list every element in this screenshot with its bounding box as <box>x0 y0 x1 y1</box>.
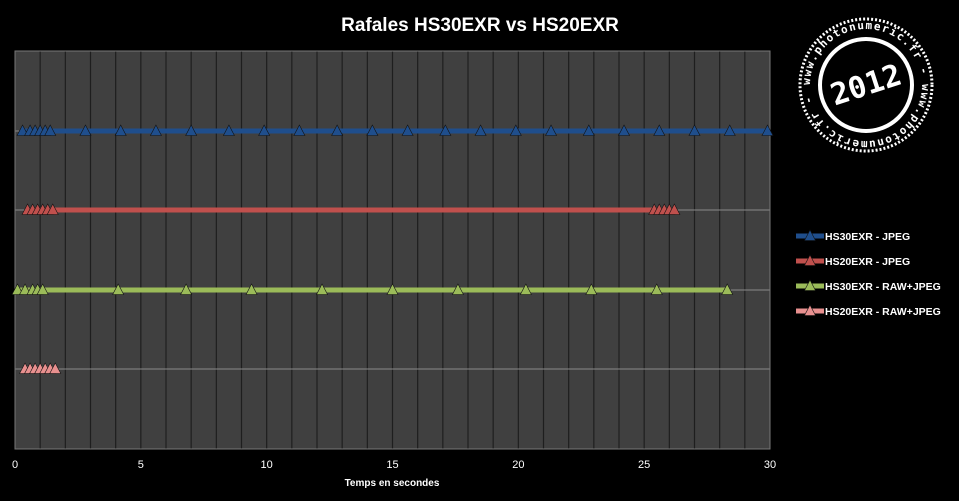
legend-marker <box>804 279 816 291</box>
legend-label: HS20EXR - JPEG <box>825 256 910 268</box>
data-point-marker <box>451 283 464 295</box>
data-point-marker <box>509 124 522 136</box>
data-point-marker <box>331 124 344 136</box>
legend-label: HS30EXR - JPEG <box>825 231 910 243</box>
data-point-marker <box>439 124 452 136</box>
data-point-marker <box>545 124 558 136</box>
data-point-marker <box>222 124 235 136</box>
data-point-marker <box>112 283 125 295</box>
series-1 <box>16 124 774 136</box>
series-2 <box>21 203 681 215</box>
data-point-marker <box>114 124 127 136</box>
data-point-marker <box>180 283 193 295</box>
legend-label: HS30EXR - RAW+JPEG <box>825 281 941 293</box>
x-tick-label: 30 <box>764 459 776 471</box>
x-axis-label: Temps en secondes <box>345 478 440 489</box>
data-point-marker <box>761 124 774 136</box>
plot-area: 0 5 10 15 20 25 30 <box>11 50 776 471</box>
data-point-marker <box>668 203 681 215</box>
series-3 <box>11 283 734 295</box>
x-tick-label: 15 <box>386 459 398 471</box>
data-point-marker <box>582 124 595 136</box>
data-point-marker <box>721 283 734 295</box>
data-point-marker <box>618 124 631 136</box>
data-point-marker <box>366 124 379 136</box>
data-point-marker <box>185 124 198 136</box>
photonumeric-seal-logo: www.photonumeric.fr - www.photonumeric.f… <box>798 17 934 153</box>
data-point-marker <box>36 283 49 295</box>
data-point-marker <box>386 283 399 295</box>
legend-item: HS20EXR - JPEG <box>796 254 910 268</box>
data-point-marker <box>19 283 32 295</box>
data-point-marker <box>519 283 532 295</box>
plot-border <box>14 50 771 450</box>
data-point-marker <box>11 283 24 295</box>
data-point-marker <box>723 124 736 136</box>
data-point-marker <box>585 283 598 295</box>
x-tick-label: 25 <box>638 459 650 471</box>
data-point-marker <box>16 124 29 136</box>
data-point-marker <box>245 283 258 295</box>
series-4 <box>19 362 62 374</box>
data-point-marker <box>401 124 414 136</box>
chart-title: Rafales HS30EXR vs HS20EXR <box>341 15 619 36</box>
x-tick-label: 0 <box>12 459 18 471</box>
data-point-marker <box>316 283 329 295</box>
x-tick-label: 20 <box>512 459 524 471</box>
legend-marker <box>804 304 816 316</box>
data-point-marker <box>49 362 62 374</box>
seal-inner-ring <box>818 37 914 133</box>
data-point-marker <box>653 124 666 136</box>
data-point-marker <box>46 203 59 215</box>
data-point-marker <box>149 124 162 136</box>
data-point-marker <box>474 124 487 136</box>
legend-marker <box>804 254 816 266</box>
x-tick-label: 10 <box>261 459 273 471</box>
x-tick-label: 5 <box>138 459 144 471</box>
legend-label: HS20EXR - RAW+JPEG <box>825 306 941 318</box>
data-point-marker <box>44 124 57 136</box>
data-point-marker <box>293 124 306 136</box>
legend-item: HS30EXR - JPEG <box>796 229 910 243</box>
legend-marker <box>804 229 816 241</box>
data-point-marker <box>258 124 271 136</box>
legend-item: HS20EXR - RAW+JPEG <box>796 304 941 318</box>
data-point-marker <box>688 124 701 136</box>
legend: HS30EXR - JPEG HS20EXR - JPEG HS30EXR - RA… <box>796 229 941 318</box>
legend-item: HS30EXR - RAW+JPEG <box>796 279 941 293</box>
data-point-marker <box>79 124 92 136</box>
data-point-marker <box>650 283 663 295</box>
